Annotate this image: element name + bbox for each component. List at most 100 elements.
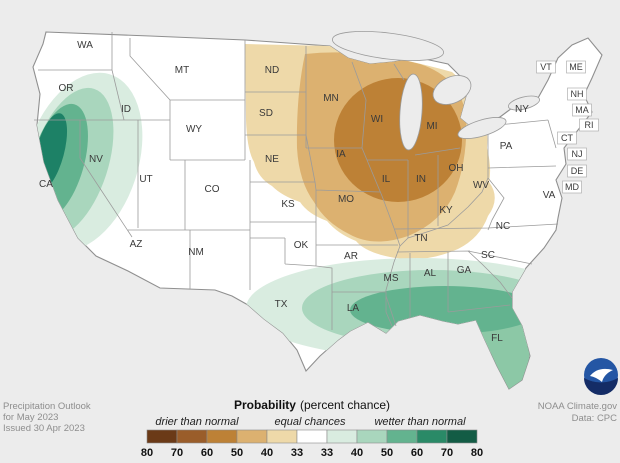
state-label-nd: ND [265, 65, 279, 76]
legend-tick-wetter-60: 60 [411, 447, 423, 459]
state-label-ca: CA [39, 179, 53, 190]
state-label-box-vt [536, 60, 556, 74]
attribution-data-source: Data: CPC [572, 413, 618, 424]
state-label-tn: TN [414, 233, 427, 244]
legend-swatch-drier-2 [206, 429, 238, 444]
legend-swatch-drier-1 [176, 429, 208, 444]
state-label-mt: MT [175, 65, 189, 76]
state-label-vt: VT [540, 62, 552, 72]
state-label-ri: RI [585, 120, 594, 130]
legend-swatch-wetter-2 [386, 429, 418, 444]
lake-ontario [508, 95, 540, 111]
legend-tick-wetter-33: 33 [321, 447, 333, 459]
legend-tick-wetter-40: 40 [351, 447, 363, 459]
footer: Precipitation Outlook for May 2023 Issue… [3, 401, 617, 434]
state-borders [34, 32, 559, 330]
legend-color-bar [146, 429, 478, 444]
state-label-ia: IA [336, 149, 346, 160]
state-label-co: CO [205, 184, 220, 195]
legend-tick-wetter-80: 80 [471, 447, 483, 459]
state-label-nc: NC [496, 221, 510, 232]
state-label-id: ID [121, 104, 131, 115]
state-label-ut: UT [139, 174, 152, 185]
legend-swatch-equal [296, 429, 328, 444]
noaa-gull-icon [590, 368, 613, 382]
outlook-caption-line2: for May 2023 [3, 412, 58, 423]
state-label-wi: WI [371, 114, 383, 125]
state-label-sd: SD [259, 108, 273, 119]
state-label-ky: KY [439, 205, 453, 216]
legend: Probability (percent chance) drier than n… [141, 398, 483, 459]
state-label-ct: CT [561, 133, 573, 143]
outlook-caption-line3: Issued 30 Apr 2023 [3, 423, 85, 434]
state-label-box-de [567, 164, 587, 178]
lake-huron [432, 75, 472, 105]
state-label-box-ri [579, 118, 599, 132]
legend-tick-drier-80: 80 [141, 447, 153, 459]
state-label-ar: AR [344, 251, 358, 262]
legend-tick-drier-40: 40 [261, 447, 273, 459]
state-label-box-ct [557, 131, 577, 145]
state-label-pa: PA [500, 141, 513, 152]
state-label-tx: TX [275, 299, 288, 310]
legend-tick-wetter-50: 50 [381, 447, 393, 459]
us-map: WA OR ID MT WY NV UT CA AZ NM CO ND SD NE KS OK TX MN IA MO… [32, 31, 603, 390]
boxed-state-labels: VT ME NH MA RI CT NJ DE MD [536, 60, 599, 194]
state-label-nh: NH [571, 89, 584, 99]
legend-tick-wetter-70: 70 [441, 447, 453, 459]
state-label-ne: NE [265, 154, 279, 165]
state-label-md: MD [565, 182, 579, 192]
state-label-ks: KS [281, 199, 295, 210]
legend-tick-labels: 80 70 60 50 40 33 33 40 50 60 70 80 [141, 447, 483, 459]
state-label-mn: MN [323, 93, 339, 104]
state-label-wa: WA [77, 40, 93, 51]
legend-label-equal: equal chances [275, 416, 346, 428]
state-label-box-md [562, 180, 582, 194]
state-label-ny: NY [515, 104, 529, 115]
noaa-logo-sea [584, 378, 618, 395]
outlook-caption-line1: Precipitation Outlook [3, 401, 91, 412]
noaa-logo [584, 358, 618, 395]
state-label-ms: MS [384, 273, 399, 284]
state-label-mo: MO [338, 194, 354, 205]
legend-label-drier: drier than normal [155, 416, 239, 428]
state-label-box-nj [567, 147, 587, 161]
state-label-nj: NJ [572, 149, 583, 159]
state-label-la: LA [347, 303, 360, 314]
legend-tick-drier-50: 50 [231, 447, 243, 459]
state-label-nv: NV [89, 154, 103, 165]
attribution-climate-gov: NOAA Climate.gov [538, 401, 617, 412]
legend-swatch-wetter-1 [356, 429, 388, 444]
state-label-sc: SC [481, 250, 495, 261]
lake-erie [457, 117, 507, 139]
state-label-az: AZ [130, 239, 143, 250]
state-label-wv: WV [473, 180, 489, 191]
state-label-mi: MI [426, 121, 437, 132]
state-label-wy: WY [186, 124, 202, 135]
state-label-il: IL [382, 174, 391, 185]
state-labels: WA OR ID MT WY NV UT CA AZ NM CO ND SD NE KS OK TX MN IA MO… [39, 40, 556, 344]
state-label-al: AL [424, 268, 437, 279]
lake-superior [331, 31, 445, 61]
lake-michigan [399, 73, 423, 151]
probability-regions [33, 44, 590, 389]
legend-tick-drier-60: 60 [201, 447, 213, 459]
legend-title: Probability (percent chance) [234, 398, 390, 412]
state-label-me: ME [569, 62, 583, 72]
legend-swatch-wetter-4 [446, 429, 478, 444]
state-label-oh: OH [449, 163, 464, 174]
legend-swatch-drier-4 [266, 429, 298, 444]
great-lakes [331, 31, 540, 151]
legend-tick-drier-33: 33 [291, 447, 303, 459]
legend-label-wetter: wetter than normal [374, 416, 466, 428]
state-label-nm: NM [188, 247, 204, 258]
drier-region-50 [334, 78, 462, 202]
legend-swatch-wetter-0 [326, 429, 358, 444]
state-label-or: OR [59, 83, 74, 94]
state-label-box-nh [567, 87, 587, 101]
legend-swatch-drier-0 [146, 429, 178, 444]
state-label-ma: MA [575, 105, 589, 115]
state-label-ga: GA [457, 265, 472, 276]
legend-swatch-wetter-3 [416, 429, 448, 444]
state-label-va: VA [543, 190, 556, 201]
